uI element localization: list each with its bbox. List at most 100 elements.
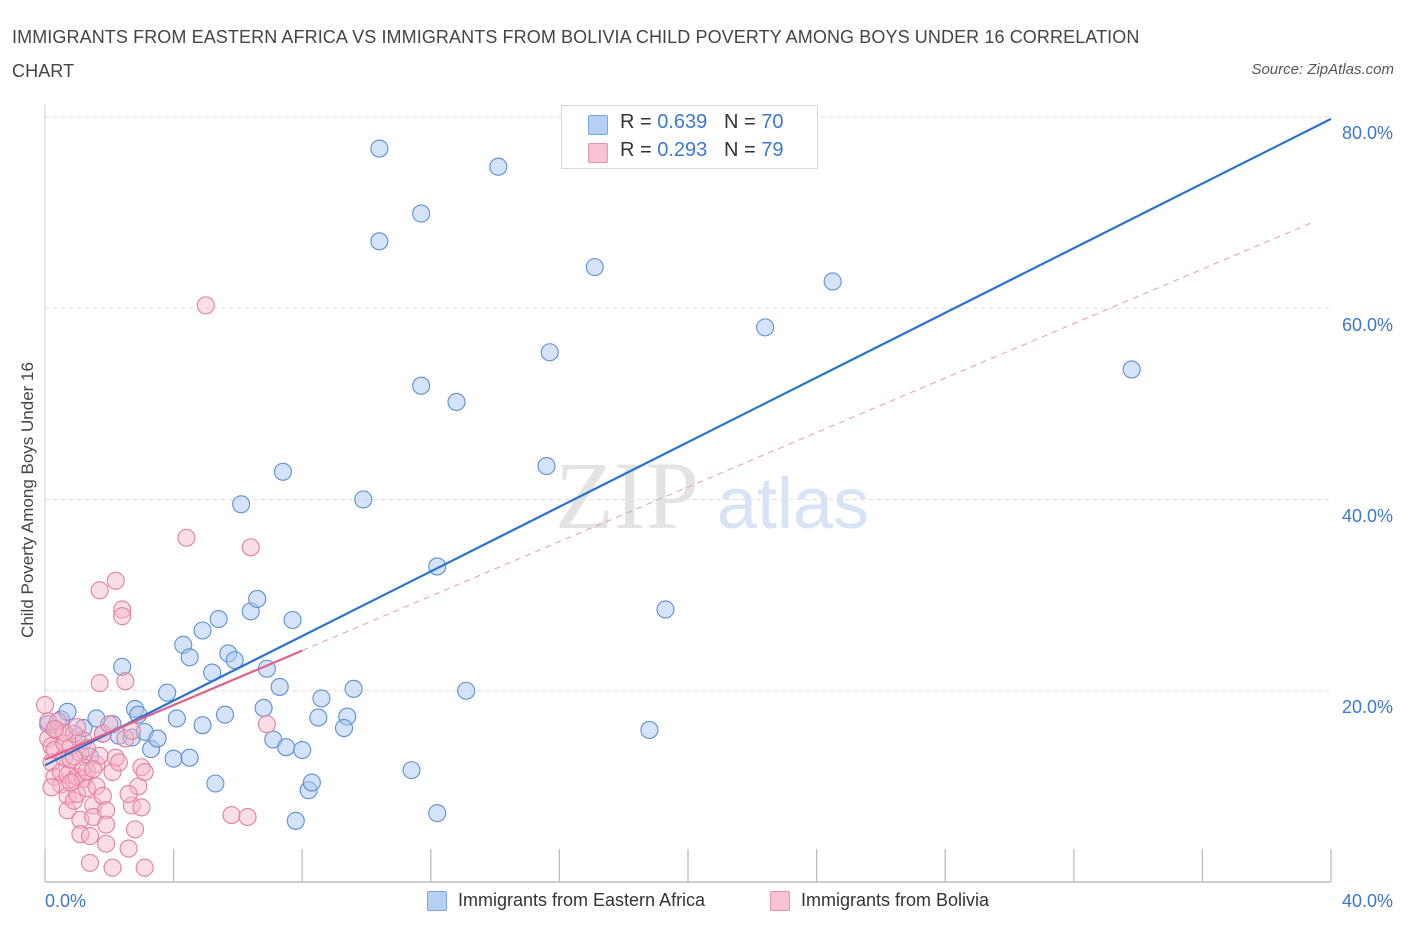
data-point-eastern-africa — [270, 677, 289, 696]
data-point-eastern-africa — [370, 232, 389, 251]
data-point-bolivia — [97, 834, 116, 853]
n-value: 79 — [761, 139, 784, 161]
chart-title: IMMIGRANTS FROM EASTERN AFRICA VS IMMIGR… — [12, 27, 1140, 81]
data-point-bolivia — [87, 777, 106, 796]
data-point-bolivia — [97, 801, 116, 820]
data-point-eastern-africa — [402, 761, 421, 780]
data-point-eastern-africa — [206, 774, 225, 793]
y-tick-label-20: 20.0% — [1341, 697, 1393, 717]
data-point-bolivia — [61, 773, 80, 792]
data-point-bolivia — [132, 758, 151, 777]
data-point-eastern-africa — [540, 343, 559, 362]
legend-label: Immigrants from Eastern Africa — [458, 890, 706, 910]
data-point-eastern-africa — [148, 729, 167, 748]
y-tick-label-80: 80.0% — [1341, 123, 1393, 143]
data-point-eastern-africa — [180, 748, 199, 767]
data-point-eastern-africa — [447, 392, 466, 412]
data-point-eastern-africa — [193, 716, 212, 735]
data-point-bolivia — [84, 760, 103, 779]
r-value: 0.293 — [657, 139, 708, 161]
data-point-eastern-africa — [225, 651, 244, 670]
data-point-eastern-africa — [428, 804, 447, 823]
data-point-eastern-africa — [585, 258, 604, 277]
legend-swatch-pink — [770, 891, 790, 911]
data-point-eastern-africa — [656, 600, 675, 619]
series-bolivia-points — [35, 296, 276, 877]
data-point-eastern-africa — [354, 490, 373, 509]
stats-swatch-pink — [588, 143, 608, 163]
data-point-eastern-africa — [457, 681, 476, 700]
data-point-bolivia — [257, 715, 276, 734]
data-point-bolivia — [125, 820, 145, 839]
data-point-bolivia — [45, 719, 64, 739]
data-point-bolivia — [238, 807, 257, 827]
data-point-bolivia — [103, 858, 122, 877]
trend-line-bolivia-extension — [301, 220, 1316, 652]
data-point-bolivia — [113, 607, 132, 626]
data-point-eastern-africa — [334, 718, 354, 738]
trend-lines — [44, 117, 1332, 767]
data-point-eastern-africa — [164, 749, 183, 768]
data-point-bolivia — [77, 762, 96, 781]
data-point-bolivia — [109, 753, 128, 772]
data-point-bolivia — [222, 806, 241, 825]
r-label: R = — [620, 139, 658, 161]
data-point-eastern-africa — [180, 648, 199, 667]
data-point-eastern-africa — [58, 702, 77, 721]
data-point-bolivia — [116, 672, 135, 691]
data-point-bolivia — [177, 528, 196, 547]
data-point-eastern-africa — [1122, 360, 1141, 379]
data-point-bolivia — [132, 798, 151, 817]
y-tick-label-40: 40.0% — [1341, 506, 1393, 526]
data-point-eastern-africa — [309, 708, 328, 727]
data-point-bolivia — [119, 839, 138, 858]
n-value: 70 — [761, 111, 784, 133]
r-value: 0.639 — [657, 111, 708, 133]
data-point-bolivia — [196, 296, 215, 315]
watermark: ZIP atlas — [555, 442, 869, 549]
data-point-bolivia — [58, 801, 77, 820]
data-point-eastern-africa — [167, 709, 186, 728]
watermark-zip: ZIP — [555, 442, 699, 549]
data-point-bolivia — [116, 729, 135, 748]
data-point-eastern-africa — [113, 657, 132, 676]
data-point-eastern-africa — [370, 139, 389, 158]
trend-line-eastern-africa — [44, 117, 1332, 767]
stats-swatch-blue — [588, 115, 608, 135]
data-point-eastern-africa — [215, 705, 235, 724]
data-point-bolivia — [103, 762, 122, 782]
data-point-eastern-africa — [277, 738, 296, 757]
data-point-bolivia — [113, 600, 132, 619]
data-point-eastern-africa — [254, 698, 273, 718]
trend-line-bolivia — [44, 649, 303, 761]
data-point-eastern-africa — [537, 456, 556, 476]
data-point-eastern-africa — [273, 462, 292, 481]
x-tick-label-min: 0.0% — [45, 891, 87, 911]
data-point-eastern-africa — [209, 609, 228, 629]
data-point-eastern-africa — [158, 683, 177, 702]
stats-box: R = 0.639 N = 70 R = 0.293 N = 79 — [561, 105, 818, 169]
watermark-atlas: atlas — [717, 464, 869, 544]
data-point-eastern-africa — [74, 718, 93, 738]
data-point-bolivia — [93, 786, 112, 805]
data-point-eastern-africa — [232, 495, 251, 514]
data-point-bolivia — [106, 571, 125, 590]
y-tick-label-60: 60.0% — [1341, 315, 1393, 335]
data-point-eastern-africa — [302, 773, 321, 792]
data-point-bolivia — [106, 748, 125, 767]
n-label: N = — [723, 139, 762, 161]
data-point-eastern-africa — [193, 621, 212, 640]
data-point-eastern-africa — [293, 740, 312, 760]
gridlines — [45, 116, 1331, 692]
data-point-eastern-africa — [283, 610, 302, 630]
stats-text: R = 0.293 N = 79 — [620, 139, 783, 162]
legend-swatch-blue — [427, 891, 447, 911]
data-point-bolivia — [90, 581, 109, 600]
data-point-eastern-africa — [640, 720, 659, 740]
r-label: R = — [620, 111, 658, 133]
y-axis-label-wrap: Child Poverty Among Boys Under 16 — [14, 300, 42, 700]
source-label: Source: ZipAtlas.com — [1251, 61, 1394, 78]
data-point-eastern-africa — [248, 589, 267, 609]
data-point-eastern-africa — [489, 157, 508, 176]
data-point-eastern-africa — [344, 679, 363, 698]
